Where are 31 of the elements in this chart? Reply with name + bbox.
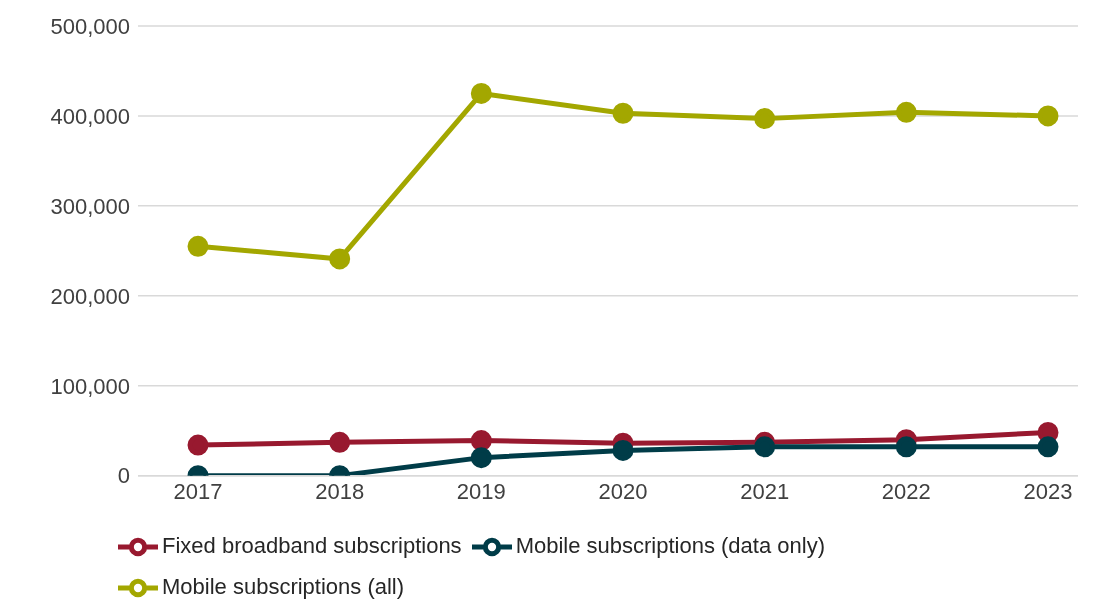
y-tick-label: 400,000 [50,103,130,129]
legend-label: Fixed broadband subscriptions [162,532,462,558]
y-tick-label: 500,000 [50,13,130,39]
point [187,235,209,257]
point [1037,105,1059,127]
point [187,434,209,456]
point [754,108,776,130]
x-tick-label: 2023 [1023,479,1073,505]
x-tick-label: 2018 [315,479,365,505]
point [470,430,492,452]
x-tick-label: 2022 [881,479,931,505]
point [754,436,776,458]
point [612,102,634,124]
x-tick-label: 2017 [173,479,223,505]
y-tick-label: 300,000 [50,193,130,219]
x-tick-label: 2019 [456,479,506,505]
point [470,82,492,104]
point [329,431,351,453]
y-tick-label: 100,000 [50,373,130,399]
point [612,439,634,461]
point [895,436,917,458]
legend-label: Mobile subscriptions (data only) [515,532,825,558]
point [470,447,492,469]
point [895,101,917,123]
point [1037,436,1059,458]
legend-label: Mobile subscriptions (all) [162,573,405,599]
y-tick-label: 0 [117,463,130,489]
x-tick-label: 2020 [598,479,648,505]
x-tick-label: 2021 [740,479,790,505]
y-tick-label: 200,000 [50,283,130,309]
point [329,248,351,270]
